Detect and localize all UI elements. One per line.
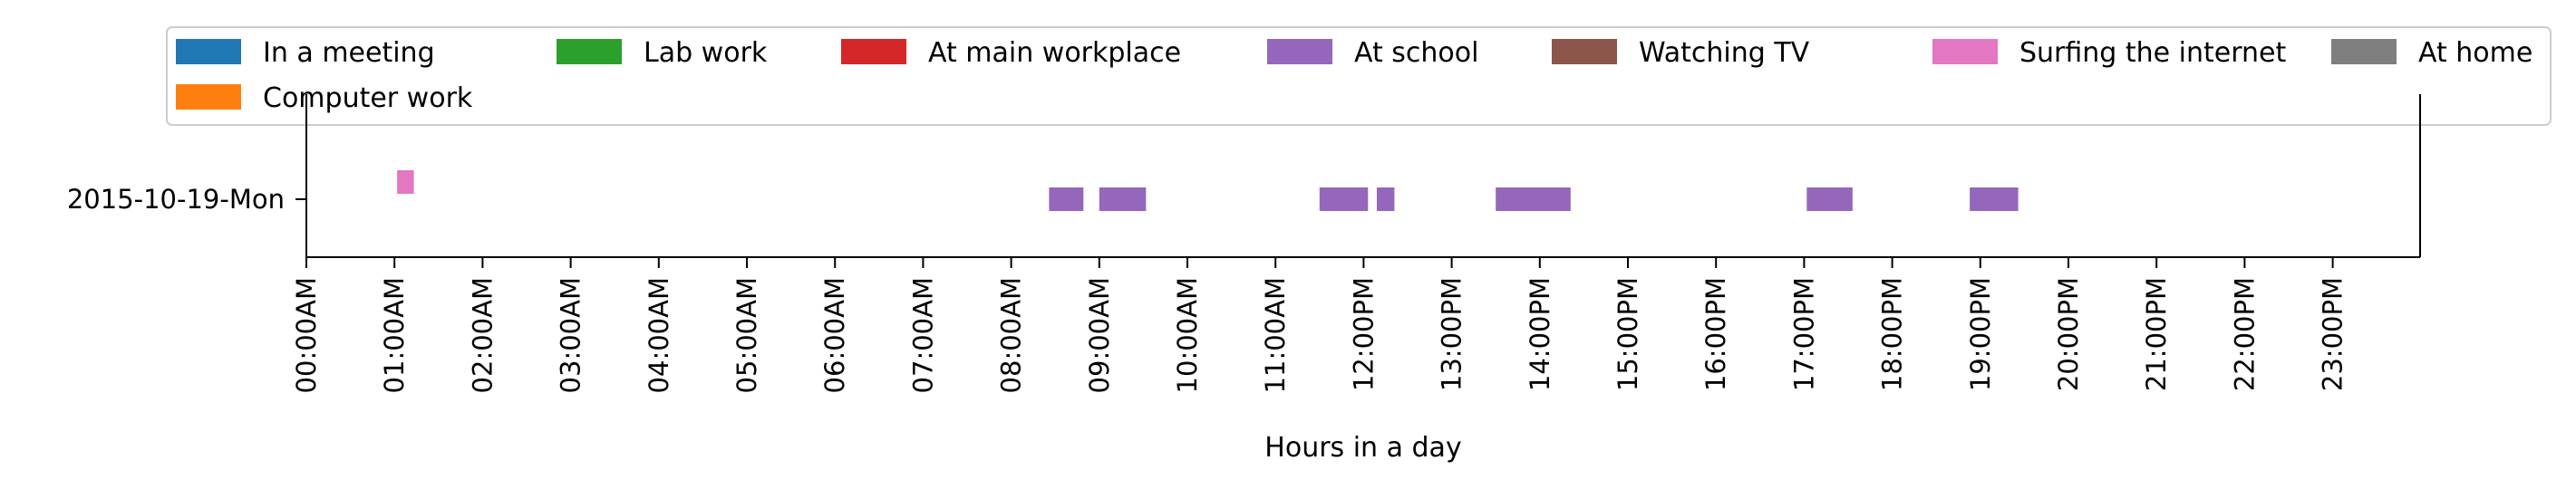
- axes: 2015-10-19-Mon 00:00AM 01:00AM 02:00AM 03:00…: [67, 94, 2421, 393]
- x-tick-label: 10:00AM: [1172, 277, 1203, 393]
- legend-label-at-home: At home: [2418, 37, 2532, 69]
- x-tick-label: 17:00PM: [1788, 277, 1819, 391]
- bar-at-school-5: [1496, 187, 1571, 211]
- x-tick-label: 14:00PM: [1525, 277, 1555, 391]
- x-tick-label: 03:00AM: [556, 277, 586, 393]
- legend-swatch-lab-work: [557, 39, 622, 64]
- legend-swatch-computer-work: [176, 84, 241, 110]
- legend-label-at-main-workplace: At main workplace: [928, 37, 1181, 69]
- legend-label-watching-tv: Watching TV: [1639, 37, 1810, 69]
- x-tick-label: 08:00AM: [996, 277, 1027, 393]
- legend-swatch-surfing-the-internet: [1932, 39, 1998, 64]
- legend-label-surfing-the-internet: Surfing the internet: [2019, 37, 2286, 69]
- legend-swatch-in-a-meeting: [176, 39, 241, 64]
- bar-at-school-1: [1049, 187, 1084, 211]
- bar-at-school-6: [1806, 187, 1853, 211]
- legend-label-at-school: At school: [1354, 37, 1478, 69]
- x-tick-label: 22:00PM: [2229, 277, 2260, 391]
- bar-surfing-the-internet-1: [397, 170, 414, 194]
- x-tick-label: 00:00AM: [291, 277, 322, 393]
- legend-swatch-at-school: [1267, 39, 1332, 64]
- bar-at-school-2: [1099, 187, 1147, 211]
- x-tick-label: 20:00PM: [2053, 277, 2084, 391]
- bar-at-school-4: [1376, 187, 1395, 211]
- legend-swatch-watching-tv: [1552, 39, 1617, 64]
- y-tick-label: 2015-10-19-Mon: [67, 184, 285, 215]
- x-tick-label: 18:00PM: [1877, 277, 1908, 391]
- legend-label-computer-work: Computer work: [263, 82, 473, 114]
- bar-at-school-3: [1319, 187, 1369, 211]
- legend-swatch-at-main-workplace: [841, 39, 906, 64]
- x-tick-label: 06:00AM: [819, 277, 850, 393]
- x-tick-label: 09:00AM: [1084, 277, 1115, 393]
- x-tick-label: 02:00AM: [467, 277, 498, 393]
- legend: In a meeting Lab work At main workplace At …: [166, 26, 2552, 126]
- x-tick-label: 11:00AM: [1260, 277, 1291, 393]
- x-tick-label: 16:00PM: [1700, 277, 1731, 391]
- x-tick-label: 19:00PM: [1965, 277, 1996, 391]
- x-axis-title: Hours in a day: [1264, 432, 1461, 464]
- x-tick-label: 12:00PM: [1348, 277, 1379, 391]
- x-tick-label: 23:00PM: [2318, 277, 2348, 391]
- legend-label-lab-work: Lab work: [644, 37, 768, 69]
- x-tick-label: 04:00AM: [644, 277, 674, 393]
- legend-label-in-a-meeting: In a meeting: [263, 37, 435, 69]
- x-tick-label: 05:00AM: [731, 277, 762, 393]
- legend-swatch-at-home: [2331, 39, 2397, 64]
- x-tick-label: 15:00PM: [1612, 277, 1643, 391]
- x-tick-label: 13:00PM: [1437, 277, 1467, 391]
- x-tick-label: 21:00PM: [2141, 277, 2172, 391]
- bar-at-school-7: [1970, 187, 2019, 211]
- interval-bars: [397, 170, 2019, 211]
- x-tick-label: 01:00AM: [379, 277, 410, 393]
- x-tick-label: 07:00AM: [907, 277, 938, 393]
